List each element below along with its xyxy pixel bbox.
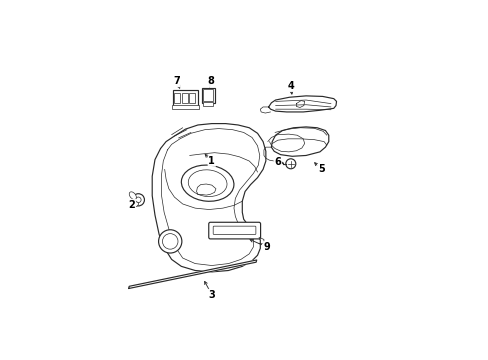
Circle shape xyxy=(162,234,178,249)
Text: 1: 1 xyxy=(208,156,215,166)
FancyBboxPatch shape xyxy=(213,226,255,234)
Text: 3: 3 xyxy=(208,290,215,300)
Text: 7: 7 xyxy=(173,76,179,86)
Bar xyxy=(182,93,187,103)
Ellipse shape xyxy=(188,170,226,197)
Polygon shape xyxy=(268,96,336,112)
Bar xyxy=(173,90,198,105)
Text: 9: 9 xyxy=(263,242,269,252)
Circle shape xyxy=(285,159,295,169)
Text: 2: 2 xyxy=(128,199,135,210)
Ellipse shape xyxy=(131,202,138,207)
Bar xyxy=(203,90,213,100)
Polygon shape xyxy=(128,260,256,288)
Ellipse shape xyxy=(181,165,233,201)
Text: 8: 8 xyxy=(206,76,213,86)
Bar xyxy=(174,93,180,103)
Text: 6: 6 xyxy=(274,157,281,167)
Bar xyxy=(203,102,213,107)
Circle shape xyxy=(158,230,182,253)
FancyBboxPatch shape xyxy=(208,222,260,239)
Circle shape xyxy=(132,194,144,206)
Polygon shape xyxy=(152,123,265,272)
Circle shape xyxy=(135,197,141,203)
Text: 4: 4 xyxy=(287,81,294,91)
Bar xyxy=(171,105,199,109)
Polygon shape xyxy=(271,127,328,156)
Bar xyxy=(189,93,195,103)
Bar xyxy=(202,87,214,103)
Text: 5: 5 xyxy=(317,164,324,174)
Ellipse shape xyxy=(129,192,136,199)
